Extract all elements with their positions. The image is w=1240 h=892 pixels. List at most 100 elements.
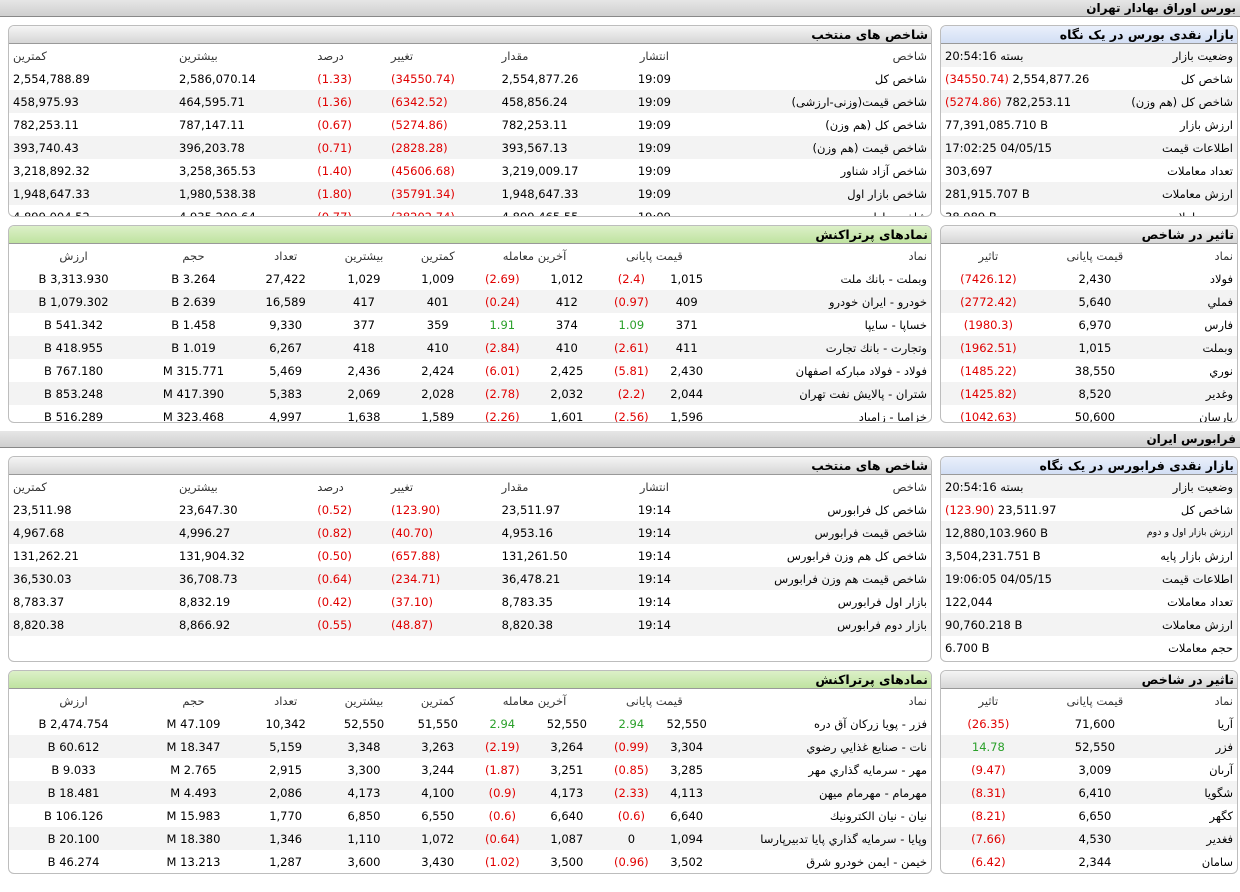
ifb-active-table: نماد قیمت پایانی آخرین معامله کمترین بیشترین…: [9, 689, 931, 873]
tse-glance-panel: بازار نقدی بورس در یک نگاه وضعیت بازار بس…: [940, 25, 1238, 217]
column-header: مقدار: [501, 48, 529, 63]
column-header: آخرین معامله: [502, 693, 567, 708]
glance-row: تعداد معاملات 122,044: [941, 590, 1237, 613]
active-cell: 0: [599, 827, 664, 850]
indices-cell: 19:14: [617, 613, 692, 636]
indices-cell: شاخص بازار اول: [691, 182, 931, 205]
glance-value-cell: 19:06:05 04/05/15: [941, 567, 1119, 590]
active-cell: 5,159: [248, 735, 323, 758]
indices-cell: (6342.52): [387, 90, 498, 113]
active-cell: 3,244: [421, 762, 455, 777]
indices-cell: (0.64): [313, 567, 388, 590]
indices-cell: 131,904.32: [179, 548, 245, 563]
active-cell: 1,094: [663, 827, 710, 850]
symbol-name: خساپا - سايپا: [864, 317, 927, 332]
indices-cell: بازار اول فرابورس: [837, 594, 927, 609]
glance-change: (34550.74): [945, 71, 1009, 86]
active-cell: 20.100 B: [9, 827, 139, 850]
active-cell: (0.64): [470, 827, 535, 850]
table-row: شاخص قيمت هم وزن فرابورس 19:14 36,478.21 (2…: [9, 567, 931, 590]
column-header: نماد: [908, 248, 927, 263]
active-cell: 13.213 M: [166, 854, 221, 869]
glance-value-cell: (123.90) 23,511.97: [941, 498, 1119, 521]
active-cell: 2.765 M: [170, 762, 217, 777]
table-row: بازار دوم فرابورس 19:14 8,820.38 (48.87) (0.…: [9, 613, 931, 636]
tse-impact-title: تاثیر در شاخص: [941, 226, 1237, 244]
impact-value: (1042.63): [960, 409, 1017, 423]
active-cell: 2,086: [248, 781, 323, 804]
indices-cell: شاخص قيمت هم وزن فرابورس: [691, 567, 931, 590]
impact-value: (1485.22): [960, 363, 1017, 378]
glance-row: وضعیت بازار بسته 20:54:16: [941, 44, 1237, 67]
active-cell: (2.69): [484, 271, 520, 286]
table-row: شاخص کل 19:09 2,554,877.26 (34550.74) (1.33)…: [9, 67, 931, 90]
indices-cell: 19:14: [637, 548, 671, 563]
glance-label: ارزش بازار: [1179, 117, 1233, 132]
active-cell: 6,267: [248, 336, 323, 359]
indices-cell: (657.88): [391, 548, 441, 563]
glance-label: شاخص کل (هم وزن): [1118, 90, 1237, 113]
tse-glance-table: وضعیت بازار بسته 20:54:16 شاخص کل (34550.74…: [941, 44, 1237, 216]
impact-price: 3,009: [1078, 762, 1112, 777]
active-cell: 52,550: [546, 716, 587, 731]
table-row: نيان - نيان الكترونيك 6,640 (0.6) 6,640 (0.6…: [9, 804, 931, 827]
column-header: مقدار: [501, 479, 529, 494]
indices-cell: 3,219,009.17: [501, 163, 579, 178]
column-header: قیمت پایانی: [626, 693, 683, 708]
symbol-name: مهرمام - مهرمام ميهن: [709, 781, 931, 804]
ifb-impact-title: تاثیر در شاخص: [941, 671, 1237, 689]
impact-price: 6,650: [1078, 808, 1112, 823]
indices-cell: (0.82): [313, 521, 388, 544]
indices-cell: 8,783.37: [13, 594, 65, 609]
column-header: انتشار: [639, 479, 669, 494]
table-row: فولاد 2,430 (7426.12): [941, 267, 1237, 290]
indices-cell: (35791.34): [387, 182, 498, 205]
glance-value-cell: 12,880,103.960 B: [941, 521, 1119, 544]
indices-cell: 36,478.21: [497, 567, 618, 590]
active-cell: 1.91: [489, 317, 516, 332]
glance-value-cell: 122,044: [941, 590, 1119, 613]
impact-header-row: نماد قیمت پایانی تاثیر: [941, 689, 1237, 712]
active-cell: 1.09: [618, 317, 645, 332]
active-cell: 2,028: [405, 382, 471, 405]
impact-header-row: نماد قیمت پایانی تاثیر: [941, 244, 1237, 267]
indices-cell: شاخص قیمت(وزنی-ارزشی): [691, 90, 931, 113]
table-row: فزر - پويا زركان آق دره 52,550 2.94 52,550 2…: [9, 712, 931, 735]
column-header: آخرین معامله: [502, 248, 567, 263]
impact-value: (9.47): [971, 762, 1006, 777]
indices-cell: (1.80): [313, 182, 388, 205]
column-header: تغییر: [391, 479, 414, 494]
glance-row: ارزش معاملات 281,915.707 B: [941, 182, 1237, 205]
impact-symbol: آريا: [1217, 716, 1233, 731]
symbol-name: وتجارت - بانك تجارت: [709, 336, 931, 359]
indices-cell: 393,740.43: [9, 136, 175, 159]
active-cell: 60.612 B: [9, 735, 139, 758]
indices-cell: 131,262.21: [13, 548, 79, 563]
symbol-name: خيمن - ايمن خودرو شرق: [806, 854, 927, 869]
active-cell: 410: [405, 336, 471, 359]
glance-value-cell: 77,391,085.710 B: [941, 113, 1119, 136]
indices-cell: 19:09: [617, 136, 692, 159]
glance-row: حجم معاملات 6.700 B: [941, 636, 1237, 659]
active-cell: 411: [663, 336, 710, 359]
indices-cell: 458,975.93: [9, 90, 175, 113]
indices-cell: شاخص كل فرابورس: [827, 502, 927, 517]
active-cell: (0.9): [470, 781, 535, 804]
table-row: شاخص قيمت فرابورس 19:14 4,953.16 (40.70) (0.…: [9, 521, 931, 544]
glance-value: 6.700 B: [945, 640, 990, 655]
active-cell: (0.6): [488, 808, 516, 823]
indices-cell: 8,820.38: [497, 613, 618, 636]
indices-cell: شاخص قيمت فرابورس: [691, 521, 931, 544]
glance-label: اطلاعات قیمت: [1118, 136, 1237, 159]
table-row: شاخص بازار اول 19:09 1,948,647.33 (35791.34…: [9, 182, 931, 205]
active-cell: 1,110: [322, 827, 406, 850]
glance-value: 2,554,877.26: [1012, 71, 1090, 86]
indices-cell: 787,147.11: [179, 117, 245, 132]
indices-cell: 23,511.98: [13, 502, 72, 517]
table-row: شاخص كل هم وزن فرابورس 19:14 131,261.50 (65…: [9, 544, 931, 567]
impact-symbol: فولاد: [1209, 271, 1233, 286]
impact-symbol: وغدير: [1154, 382, 1237, 405]
column-header: قیمت پایانی: [626, 248, 683, 263]
table-row: نات - صنايع غذايي رضوي 3,304 (0.99) 3,264 (2…: [9, 735, 931, 758]
active-cell: 1.458 B: [171, 317, 216, 332]
